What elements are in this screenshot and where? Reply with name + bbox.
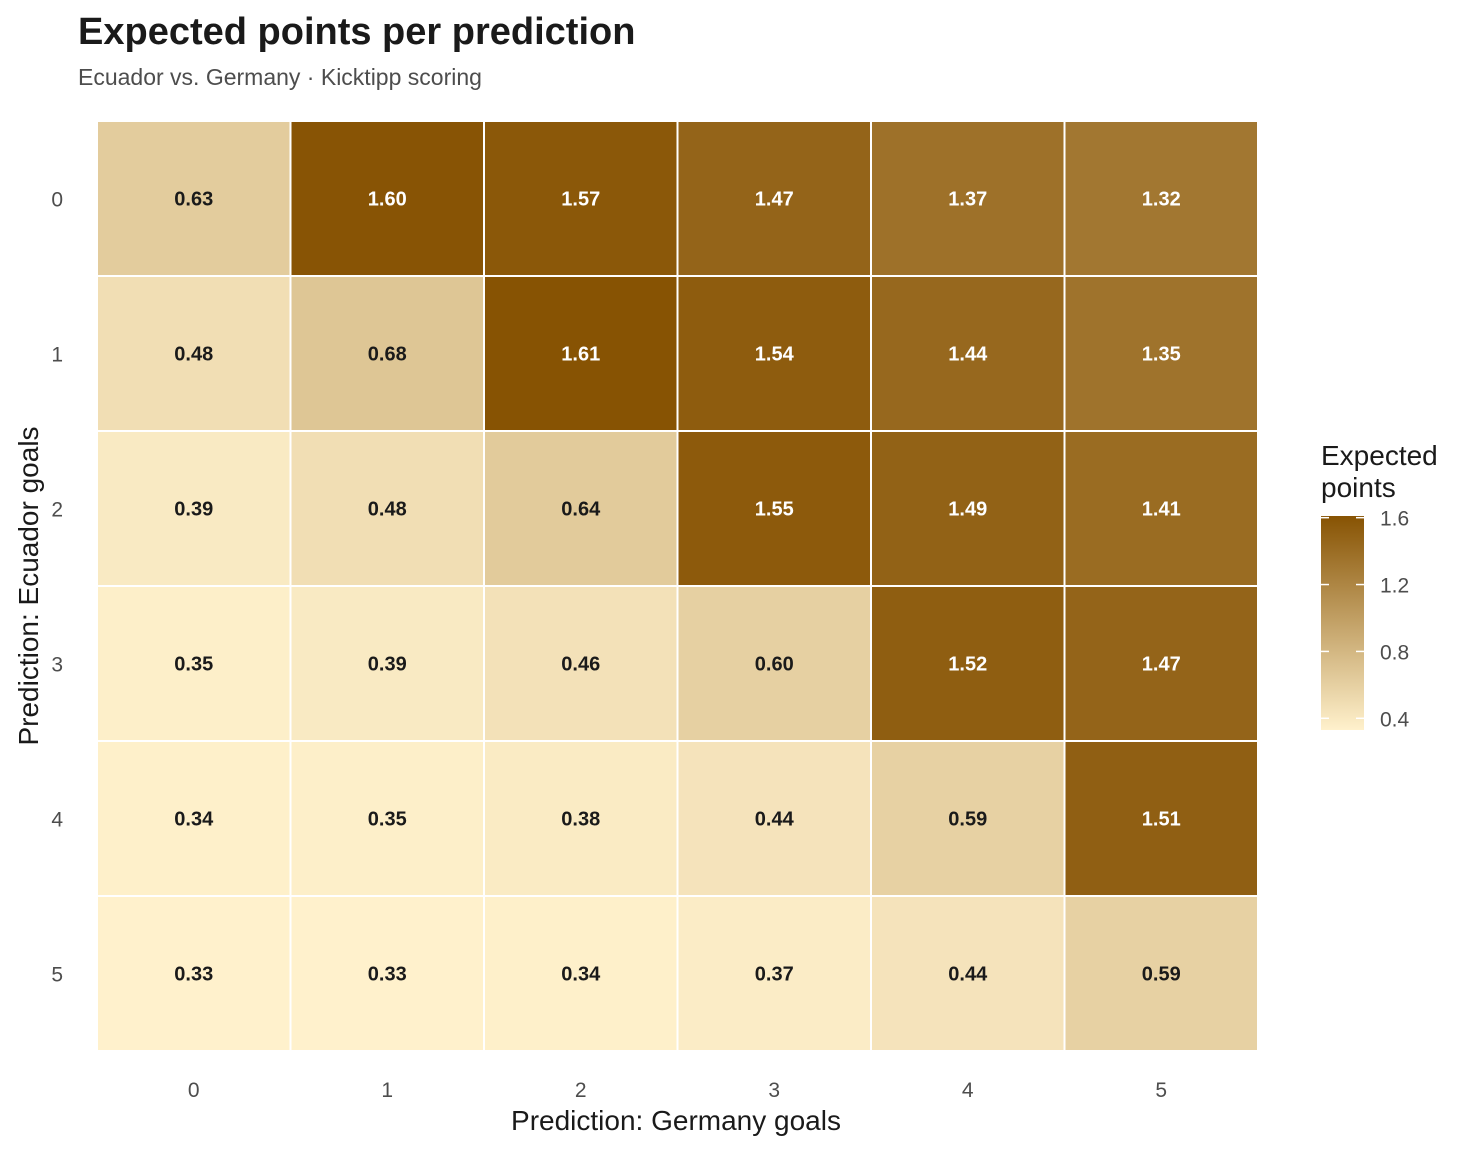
- x-tick-label: 5: [1155, 1079, 1167, 1102]
- heatmap-cell: [289, 120, 485, 277]
- heatmap-cell-labels: 0.63 1.60 1.57 1.47 1.37 1.32 0.48 0.68 1.61 1.54…: [174, 189, 1180, 986]
- heatmap-cell: [1063, 430, 1259, 587]
- cell-value-label: 1.32: [1142, 189, 1181, 211]
- heatmap-cell: [1063, 120, 1259, 277]
- heatmap-cell: [483, 740, 679, 897]
- x-tick-label: 0: [188, 1079, 200, 1102]
- cell-value-label: 0.63: [174, 189, 213, 211]
- cell-value-label: 1.54: [755, 344, 795, 366]
- cell-value-label: 0.44: [755, 809, 795, 831]
- heatmap-cell: [483, 120, 679, 277]
- cell-value-label: 1.57: [561, 189, 600, 211]
- heatmap-cell: [676, 585, 872, 742]
- legend-title-line-1: Expected: [1321, 440, 1438, 471]
- cell-value-label: 1.37: [948, 189, 987, 211]
- cell-value-label: 0.59: [1142, 964, 1181, 986]
- x-tick-label: 4: [962, 1079, 974, 1102]
- cell-value-label: 0.46: [561, 654, 600, 676]
- heatmap-cell: [870, 895, 1066, 1052]
- cell-value-label: 1.60: [368, 189, 407, 211]
- x-tick-label: 1: [381, 1079, 393, 1102]
- legend-title-line-2: points: [1321, 472, 1396, 503]
- y-tick-label: 4: [51, 809, 63, 832]
- heatmap-cell: [289, 585, 485, 742]
- heatmap-cell: [1063, 585, 1259, 742]
- heatmap-cell: [96, 120, 292, 277]
- x-axis-ticks: 0 1 2 3 4 5: [188, 1079, 1167, 1102]
- y-tick-label: 1: [51, 344, 63, 367]
- heatmap-cell: [870, 585, 1066, 742]
- cell-value-label: 0.34: [561, 964, 601, 986]
- heatmap-cell: [676, 895, 872, 1052]
- heatmap-cell: [870, 430, 1066, 587]
- cell-value-label: 1.51: [1142, 809, 1181, 831]
- x-tick-label: 2: [575, 1079, 587, 1102]
- cell-value-label: 0.60: [755, 654, 794, 676]
- y-axis-ticks: 0 1 2 3 4 5: [51, 189, 63, 987]
- heatmap-cell: [483, 430, 679, 587]
- heatmap-cells: [96, 120, 1259, 1052]
- heatmap-cell: [96, 585, 292, 742]
- cell-value-label: 0.33: [174, 964, 213, 986]
- cell-value-label: 0.48: [174, 344, 213, 366]
- legend-tick-label: 1.6: [1380, 508, 1409, 531]
- y-tick-label: 5: [51, 964, 63, 987]
- chart-title: Expected points per prediction: [78, 11, 635, 53]
- cell-value-label: 1.47: [1142, 654, 1181, 676]
- cell-value-label: 0.38: [561, 809, 600, 831]
- cell-value-label: 0.64: [561, 499, 601, 521]
- legend-title: Expected points: [1321, 440, 1446, 503]
- y-tick-label: 3: [51, 654, 63, 677]
- y-tick-label: 2: [51, 499, 63, 522]
- cell-value-label: 0.39: [368, 654, 407, 676]
- cell-value-label: 1.52: [948, 654, 987, 676]
- cell-value-label: 0.68: [368, 344, 407, 366]
- heatmap-cell: [96, 895, 292, 1052]
- cell-value-label: 1.44: [948, 344, 988, 366]
- heatmap-cell: [676, 740, 872, 897]
- cell-value-label: 0.59: [948, 809, 987, 831]
- cell-value-label: 1.35: [1142, 344, 1181, 366]
- heatmap-cell: [870, 740, 1066, 897]
- cell-value-label: 0.35: [368, 809, 407, 831]
- legend-colorbar: [1321, 516, 1364, 730]
- cell-value-label: 1.49: [948, 499, 987, 521]
- heatmap-cell: [676, 120, 872, 277]
- heatmap-cell: [96, 740, 292, 897]
- cell-value-label: 0.39: [174, 499, 213, 521]
- heatmap-cell: [289, 275, 485, 432]
- cell-value-label: 0.34: [174, 809, 214, 831]
- cell-value-label: 0.37: [755, 964, 794, 986]
- cell-value-label: 0.33: [368, 964, 407, 986]
- legend-tick-label: 0.8: [1380, 641, 1409, 664]
- heatmap-cell: [289, 430, 485, 587]
- cell-value-label: 1.55: [755, 499, 794, 521]
- y-axis-label: Prediction: Ecuador goals: [13, 426, 44, 745]
- cell-value-label: 0.48: [368, 499, 407, 521]
- heatmap-cell: [676, 430, 872, 587]
- legend-tick-label: 0.4: [1380, 708, 1410, 731]
- y-tick-label: 0: [51, 189, 63, 212]
- cell-value-label: 1.47: [755, 189, 794, 211]
- chart-subtitle: Ecuador vs. Germany · Kicktipp scoring: [78, 64, 482, 90]
- cell-value-label: 1.41: [1142, 499, 1181, 521]
- heatmap-cell: [870, 120, 1066, 277]
- heatmap-cell: [1063, 740, 1259, 897]
- heatmap-cell: [483, 585, 679, 742]
- heatmap-cell: [1063, 895, 1259, 1052]
- legend-ticks: 1.6 1.2 0.8 0.4: [1321, 508, 1410, 731]
- cell-value-label: 1.61: [561, 344, 600, 366]
- heatmap-cell: [1063, 275, 1259, 432]
- cell-value-label: 0.44: [948, 964, 988, 986]
- x-axis-label: Prediction: Germany goals: [511, 1105, 841, 1136]
- legend-tick-label: 1.2: [1380, 575, 1409, 598]
- x-tick-label: 3: [768, 1079, 780, 1102]
- heatmap-cell: [96, 430, 292, 587]
- heatmap-cell: [676, 275, 872, 432]
- cell-value-label: 0.35: [174, 654, 213, 676]
- color-legend: Expected points 1.6 1.2 0.8 0.4: [1321, 440, 1446, 731]
